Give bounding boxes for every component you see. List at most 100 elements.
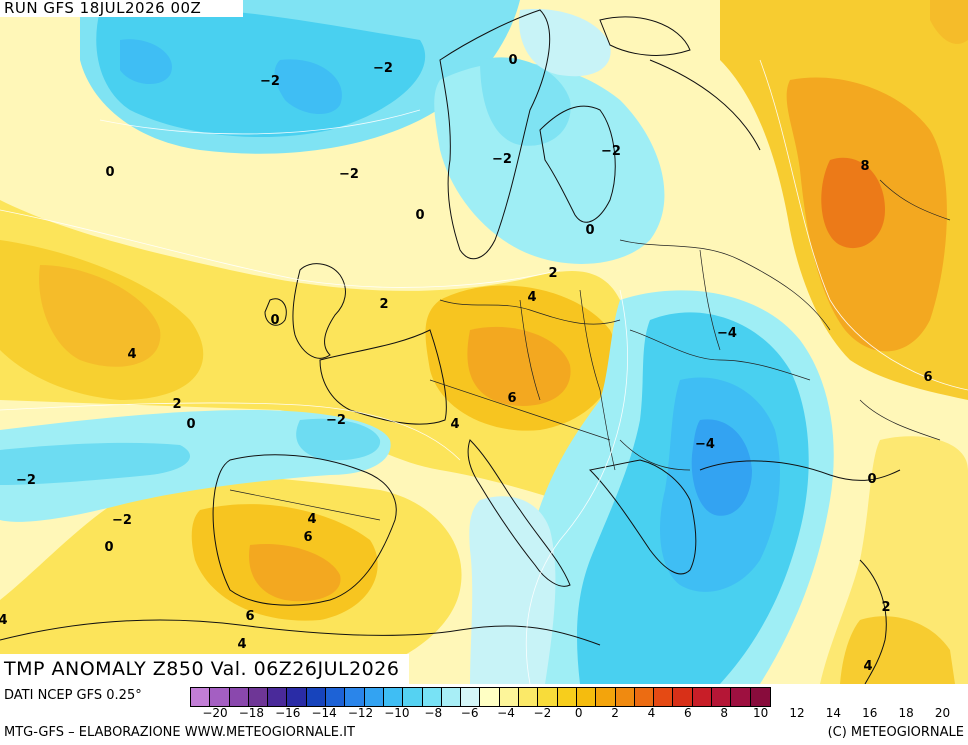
contour-label: 6 (923, 370, 932, 385)
color-scale-tick: 8 (720, 706, 729, 720)
color-scale-tick: 12 (789, 706, 805, 720)
color-scale-tick: −10 (384, 706, 410, 720)
credit-right: (C) METEOGIORNALE (827, 725, 964, 740)
contour-label: 4 (237, 637, 246, 652)
color-swatch (519, 688, 539, 706)
color-swatch (306, 688, 327, 706)
color-swatch (576, 688, 597, 706)
contour-label-group: −2 −2 0 0 −2 −2 −2 0 0 8 2 4 0 2 4 −4 6 … (0, 53, 933, 674)
color-swatch (557, 688, 577, 706)
contour-label: −4 (717, 326, 737, 341)
color-swatch (480, 688, 500, 706)
contour-label: 0 (105, 165, 114, 180)
color-swatch (712, 688, 732, 706)
color-swatch (422, 688, 442, 706)
color-swatch (461, 688, 481, 706)
contour-label: 4 (863, 659, 872, 674)
contour-label: 0 (270, 313, 279, 328)
contour-lines (0, 59, 968, 684)
contour-label: 4 (450, 417, 459, 432)
color-scale-tick: −8 (424, 706, 443, 720)
color-swatch (673, 688, 693, 706)
color-scale-tick: 14 (825, 706, 842, 720)
color-swatch (750, 688, 770, 706)
coastlines (0, 9, 901, 684)
color-scale-tick: −12 (347, 706, 374, 720)
color-swatch (210, 688, 230, 706)
color-scale-tick: 10 (752, 706, 769, 720)
contour-label: 0 (867, 472, 876, 487)
data-source: DATI NCEP GFS 0.25° (4, 688, 142, 703)
color-swatch (248, 688, 269, 706)
country-borders (229, 179, 951, 521)
contour-label: 4 (527, 290, 536, 305)
contour-label: 0 (585, 223, 594, 238)
contour-label: −2 (492, 152, 512, 167)
color-scale-tick: −16 (275, 706, 301, 720)
contour-label: 6 (303, 530, 312, 545)
contour-label: 2 (881, 600, 890, 615)
color-swatch (499, 688, 520, 706)
cold-anomaly-areas (0, 0, 968, 684)
temperature-anomaly-map: −2 −2 0 0 −2 −2 −2 0 0 8 2 4 0 2 4 −4 6 … (0, 0, 968, 684)
color-scale-tick: 2 (611, 706, 619, 720)
color-swatch (268, 688, 288, 706)
contour-label: 6 (507, 391, 516, 406)
color-scale-tick: 20 (934, 706, 951, 720)
color-scale-tick: 16 (862, 706, 878, 720)
credit-left: MTG-GFS – ELABORAZIONE WWW.METEOGIORNALE… (4, 725, 355, 740)
contour-label: −2 (326, 413, 346, 428)
contour-label: 4 (307, 512, 316, 527)
contour-label: 0 (186, 417, 195, 432)
contour-label: 0 (415, 208, 424, 223)
color-scale-tick: 18 (898, 706, 914, 720)
color-swatch (364, 688, 384, 706)
color-swatch (403, 688, 423, 706)
color-scale-tick: −6 (460, 706, 479, 720)
map-title: TMP ANOMALY Z850 Val. 06Z26JUL2026 (0, 654, 410, 684)
legend-footer: DATI NCEP GFS 0.25° −20 −18 −16 −14 −12 −10 −8… (0, 684, 968, 745)
color-swatch (731, 688, 751, 706)
color-swatch (596, 688, 616, 706)
color-swatch (615, 688, 635, 706)
color-swatch (383, 688, 404, 706)
color-swatch (538, 688, 558, 706)
contour-label: −2 (16, 473, 36, 488)
contour-label: 6 (245, 609, 254, 624)
contour-label: 2 (379, 297, 388, 312)
contour-label: 8 (860, 159, 869, 174)
contour-label: −2 (373, 61, 393, 76)
contour-label: −2 (112, 513, 132, 528)
contour-label: 2 (172, 397, 181, 412)
contour-label: −2 (601, 144, 621, 159)
color-swatch (634, 688, 655, 706)
color-scale-tick: −20 (202, 706, 228, 720)
color-scale-tick: −18 (238, 706, 265, 720)
color-scale-tick: −2 (533, 706, 552, 720)
color-swatch (229, 688, 249, 706)
contour-label: 2 (548, 266, 557, 281)
color-scale-tick: 4 (647, 706, 656, 720)
color-swatch (654, 688, 674, 706)
contour-label: 4 (0, 613, 8, 628)
run-label: RUN GFS 18JUL2026 00Z (0, 0, 244, 17)
contour-label: 0 (104, 540, 113, 555)
contour-label: −2 (339, 167, 359, 182)
color-scale-tick: −14 (311, 706, 337, 720)
color-swatch (441, 688, 462, 706)
color-swatch (692, 688, 713, 706)
color-scale-tick: 0 (574, 706, 583, 720)
color-scale-bar (190, 687, 771, 707)
contour-label: −2 (260, 74, 280, 89)
color-swatch (287, 688, 307, 706)
color-scale-tick: −4 (497, 706, 515, 720)
color-scale-ticks: −20 −18 −16 −14 −12 −10 −8 −6 −4 −2 0 2 4 6 8 10 12 14 16 1… (190, 706, 965, 722)
color-swatch (326, 688, 346, 706)
warm-anomaly-areas (0, 0, 968, 684)
contour-label: 4 (127, 347, 136, 362)
color-swatch (345, 688, 365, 706)
color-scale-tick: 6 (684, 706, 692, 720)
contour-label: 0 (508, 53, 517, 68)
contour-label: −4 (695, 437, 715, 452)
color-swatch (191, 688, 211, 706)
